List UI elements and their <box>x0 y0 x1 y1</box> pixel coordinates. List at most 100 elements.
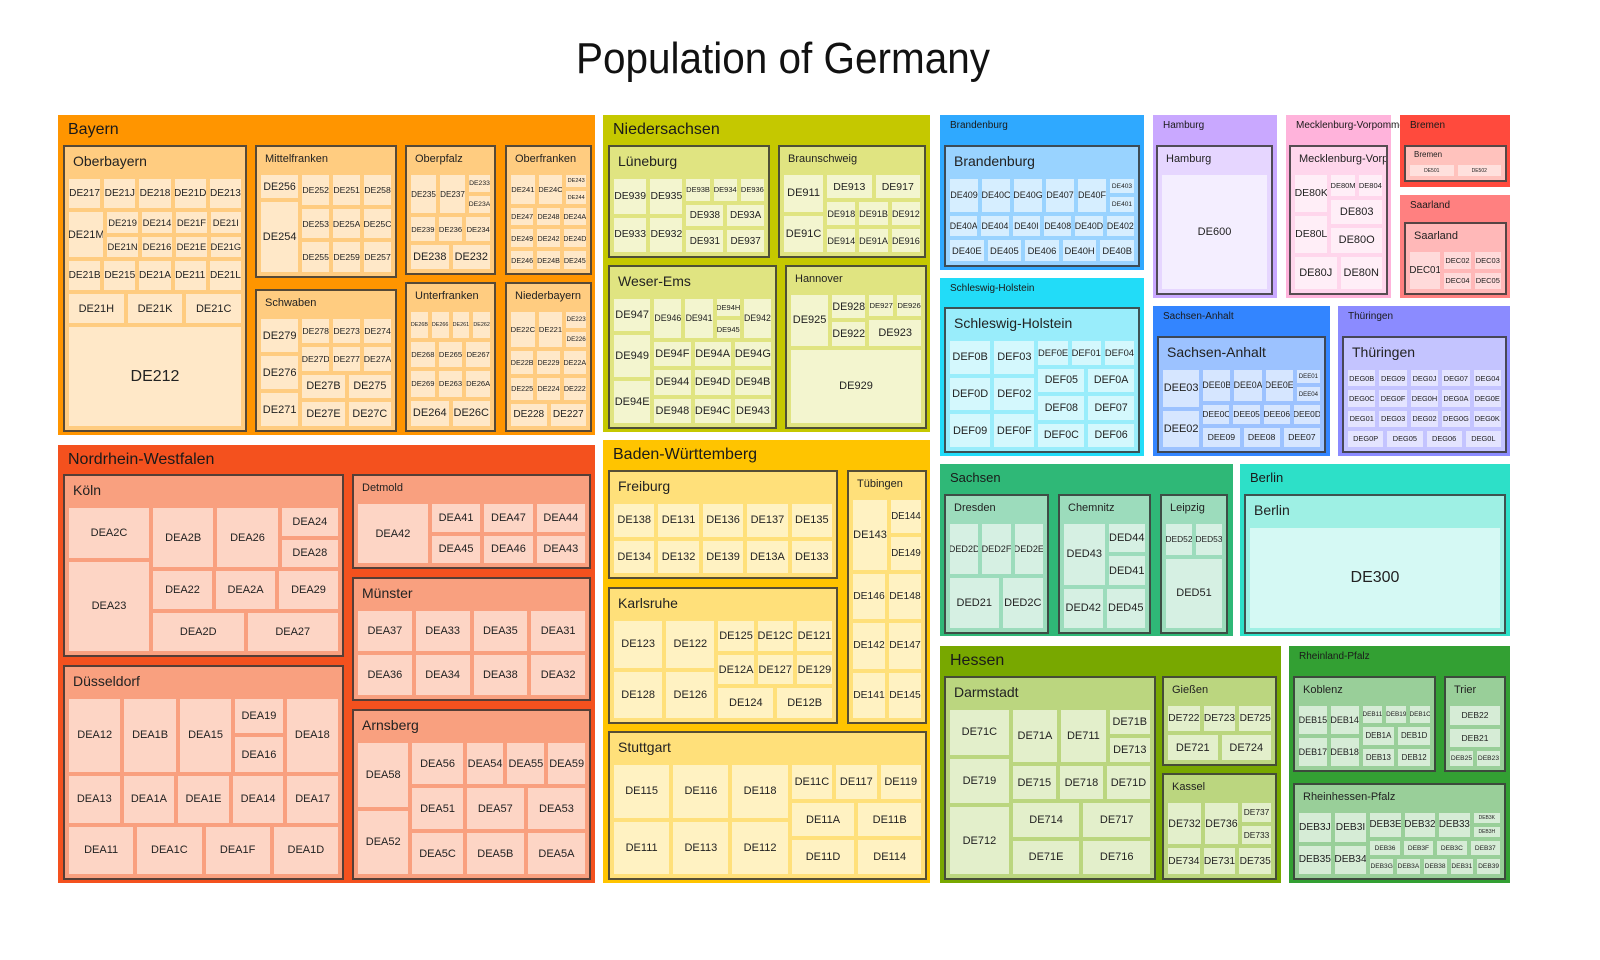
treemap-leaf[interactable]: DEA54 <box>466 743 504 784</box>
treemap-leaf[interactable]: DED2C <box>1002 578 1043 628</box>
treemap-leaf[interactable]: DEB17 <box>1299 738 1327 766</box>
treemap-leaf[interactable]: DEB31 <box>1450 859 1474 875</box>
treemap-leaf[interactable]: DE276 <box>261 356 299 389</box>
subregion-hamburg[interactable]: Hamburg DE600 <box>1156 145 1273 295</box>
subregion-trier[interactable]: Trier DEB22 DEB21 DEB25 DEB23 <box>1444 676 1506 772</box>
subregion-dusseldorf[interactable]: Düsseldorf DEA12 DEA1B DEA15 DEA19 DEA16 DEA18… <box>63 665 344 880</box>
treemap-leaf[interactable]: DE914 <box>827 229 856 252</box>
treemap-leaf[interactable]: DE405 <box>987 240 1022 262</box>
treemap-leaf[interactable]: DEB3J <box>1299 813 1331 842</box>
treemap-leaf[interactable]: DE947 <box>614 299 651 332</box>
treemap-leaf[interactable]: DED52 <box>1166 524 1192 555</box>
treemap-leaf[interactable]: DEB25 <box>1450 751 1473 767</box>
treemap-leaf[interactable]: DE132 <box>658 540 699 573</box>
treemap-leaf[interactable]: DE226 <box>566 331 587 348</box>
treemap-leaf[interactable]: DEA22 <box>153 571 212 609</box>
subregion-mecklenburg-vorpommern[interactable]: Mecklenburg-VorpommernDE80KDE80LDE80MDE8… <box>1289 145 1388 295</box>
treemap-leaf[interactable]: DE277 <box>333 346 361 371</box>
treemap-leaf[interactable]: DE937 <box>727 230 764 253</box>
treemap-leaf[interactable]: DEC02 <box>1444 252 1471 269</box>
treemap-leaf[interactable]: DE923 <box>869 320 921 346</box>
subregion-darmstadt[interactable]: Darmstadt DE71C DE719 DE712 DE71A DE711 DE71B D… <box>944 676 1156 880</box>
treemap-leaf[interactable]: DEB3F <box>1403 840 1434 856</box>
treemap-leaf[interactable]: DE735 <box>1239 848 1272 874</box>
treemap-leaf[interactable]: DEB3A <box>1397 859 1420 875</box>
treemap-leaf[interactable]: DEB23 <box>1477 751 1500 767</box>
treemap-leaf[interactable]: DE222 <box>563 377 586 400</box>
treemap-leaf[interactable]: DEA37 <box>358 611 412 651</box>
treemap-leaf[interactable]: DEA57 <box>466 788 524 829</box>
treemap-leaf[interactable]: DED42 <box>1064 588 1103 628</box>
treemap-leaf[interactable]: DE733 <box>1242 825 1271 844</box>
treemap-leaf[interactable]: DE273 <box>333 319 361 343</box>
treemap-leaf[interactable]: DE21B <box>69 261 101 291</box>
treemap-leaf[interactable]: DE243 <box>566 175 587 188</box>
subregion-niederbayern[interactable]: Niederbayern DE22C DE221 DE223 DE226 DE22B DE2… <box>505 282 592 432</box>
treemap-leaf[interactable]: DEA5B <box>466 833 524 874</box>
treemap-leaf[interactable]: DE916 <box>891 229 921 252</box>
treemap-leaf[interactable]: DE265 <box>438 341 463 367</box>
treemap-leaf[interactable]: DE22A <box>563 351 586 374</box>
treemap-leaf[interactable]: DE94G <box>734 341 771 367</box>
treemap-leaf[interactable]: DEA43 <box>536 535 586 563</box>
treemap-leaf[interactable]: DE91A <box>859 229 888 252</box>
treemap-leaf[interactable]: DEA5C <box>412 833 463 874</box>
treemap-leaf[interactable]: DEB39 <box>1477 859 1500 875</box>
treemap-leaf[interactable]: DE242 <box>537 229 560 248</box>
treemap-leaf[interactable]: DE247 <box>511 207 534 226</box>
treemap-leaf[interactable]: DE12A <box>718 654 754 685</box>
treemap-leaf[interactable]: DEA2C <box>69 508 149 558</box>
treemap-leaf[interactable]: DE278 <box>302 319 330 343</box>
treemap-leaf[interactable]: DE502 <box>1457 165 1501 176</box>
treemap-leaf[interactable]: DEA59 <box>548 743 586 784</box>
treemap-leaf[interactable]: DE131 <box>658 504 699 537</box>
treemap-leaf[interactable]: DE928 <box>832 295 866 319</box>
treemap-leaf[interactable]: DE717 <box>1083 803 1151 837</box>
treemap-leaf[interactable]: DEE02 <box>1163 410 1200 447</box>
treemap-leaf[interactable]: DE927 <box>869 295 894 317</box>
subregion-schwaben[interactable]: Schwaben DE279 DE276 DE271 DE278 DE273 DE274 DE… <box>255 289 397 432</box>
treemap-leaf[interactable]: DEA51 <box>412 788 463 829</box>
treemap-leaf[interactable]: DE138 <box>614 504 655 537</box>
treemap-leaf[interactable]: DE236 <box>438 217 463 241</box>
treemap-leaf[interactable]: DE216 <box>141 236 173 258</box>
treemap-leaf[interactable]: DE715 <box>1012 766 1056 800</box>
treemap-leaf[interactable]: DE118 <box>732 765 788 818</box>
treemap-leaf[interactable]: DEA55 <box>507 743 545 784</box>
treemap-leaf[interactable]: DE714 <box>1012 803 1080 837</box>
subregion-freiburg[interactable]: Freiburg DE138 DE131 DE136 DE137 DE135 DE134 DE… <box>608 470 838 579</box>
treemap-leaf[interactable]: DE21E <box>176 236 207 258</box>
treemap-leaf[interactable]: DEE06 <box>1263 404 1290 424</box>
treemap-leaf[interactable]: DEB34 <box>1334 845 1367 874</box>
treemap-leaf[interactable]: DE26C <box>452 400 490 426</box>
treemap-leaf[interactable]: DE11D <box>791 840 855 875</box>
treemap-leaf[interactable]: DE254 <box>261 202 299 272</box>
treemap-leaf[interactable]: DEB12 <box>1398 748 1430 766</box>
treemap-leaf[interactable]: DEA58 <box>358 743 409 807</box>
treemap-leaf[interactable]: DEA1B <box>124 699 176 772</box>
treemap-leaf[interactable]: DE718 <box>1059 766 1103 800</box>
treemap-leaf[interactable]: DE23A <box>469 196 490 213</box>
treemap-leaf[interactable]: DE945 <box>716 320 740 338</box>
treemap-leaf[interactable]: DEA26 <box>217 508 278 567</box>
treemap-leaf[interactable]: DE40A <box>950 215 978 237</box>
treemap-leaf[interactable]: DEE0B <box>1203 370 1231 401</box>
treemap-leaf[interactable]: DED2E <box>1014 524 1043 574</box>
treemap-leaf[interactable]: DE407 <box>1046 179 1074 212</box>
treemap-leaf[interactable]: DEA53 <box>527 788 586 829</box>
subregion-leipzig[interactable]: Leipzig DED52 DED53 DED51 <box>1160 494 1228 634</box>
subregion-saarland[interactable]: Saarland DEC01 DEC02 DEC04 DEC03 DEC05 <box>1404 222 1507 295</box>
treemap-leaf[interactable]: DE711 <box>1061 710 1106 762</box>
treemap-leaf[interactable]: DE255 <box>302 242 330 273</box>
subregion-berlin[interactable]: Berlin DE300 <box>1244 494 1506 634</box>
treemap-leaf[interactable]: DE939 <box>614 179 647 214</box>
treemap-leaf[interactable]: DE225 <box>511 377 534 400</box>
treemap-leaf[interactable]: DE146 <box>853 574 885 620</box>
treemap-leaf[interactable]: DE227 <box>550 403 586 426</box>
treemap-leaf[interactable]: DE94E <box>614 381 651 423</box>
subregion-arnsberg[interactable]: Arnsberg DEA58 DEA52 DEA56 DEA51 DEA5C DEA54 DE… <box>352 709 591 880</box>
treemap-leaf[interactable]: DE219 <box>107 211 138 233</box>
treemap-leaf[interactable]: DED51 <box>1166 558 1222 628</box>
treemap-leaf[interactable]: DED43 <box>1064 524 1105 585</box>
treemap-leaf[interactable]: DEA36 <box>358 655 412 695</box>
